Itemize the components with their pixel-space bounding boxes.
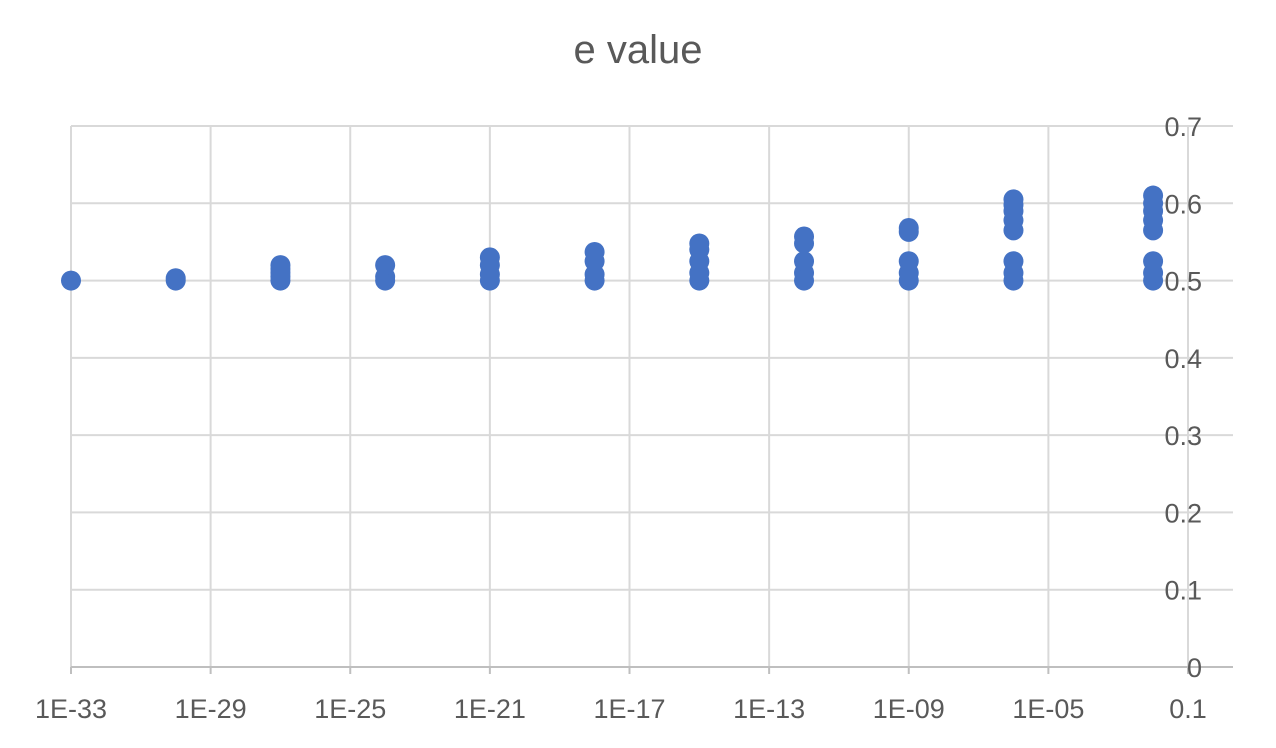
x-tick-label: 1E-25: [314, 694, 386, 724]
y-tick-label: 0.7: [1164, 112, 1202, 142]
y-tick-label: 0.6: [1164, 189, 1202, 219]
data-point: [375, 255, 396, 276]
x-axis-tick-labels: 1E-33 1E-29 1E-25 1E-21 1E-17 1E-13 1E-09 1E-05…: [35, 694, 1207, 724]
data-point: [794, 226, 815, 247]
data-point: [270, 255, 291, 276]
data-point: [1143, 251, 1164, 272]
y-tick-label: 0.1: [1164, 576, 1202, 606]
data-point: [1143, 185, 1164, 206]
data-point: [1003, 251, 1024, 272]
x-tick-label: 0.1: [1169, 694, 1207, 724]
x-tick-label: 1E-13: [733, 694, 805, 724]
data-point: [689, 233, 710, 254]
x-tick-label: 1E-05: [1012, 694, 1084, 724]
data-point: [61, 270, 81, 291]
y-tick-label: 0.5: [1164, 267, 1202, 297]
data-points: [61, 185, 1164, 291]
data-point: [584, 241, 605, 262]
y-tick-label: 0.4: [1164, 344, 1202, 374]
y-axis-tick-labels: 0 0.1 0.2 0.3 0.4 0.5 0.6 0.7: [1164, 112, 1202, 683]
chart-title: e value: [573, 28, 703, 72]
axes: [70, 666, 1233, 674]
data-point: [898, 251, 919, 272]
x-tick-label: 1E-09: [873, 694, 945, 724]
x-tick-label: 1E-21: [454, 694, 526, 724]
x-tick-label: 1E-33: [35, 694, 107, 724]
data-point: [479, 247, 500, 268]
y-tick-label: 0: [1187, 653, 1202, 683]
y-tick-label: 0.3: [1164, 421, 1202, 451]
y-tick-label: 0.2: [1164, 498, 1202, 528]
x-tick-label: 1E-29: [175, 694, 247, 724]
gridlines: [70, 125, 1233, 667]
data-point: [165, 268, 186, 289]
data-point: [898, 218, 919, 239]
data-point: [1003, 189, 1024, 210]
x-tick-label: 1E-17: [593, 694, 665, 724]
data-point: [794, 251, 815, 272]
